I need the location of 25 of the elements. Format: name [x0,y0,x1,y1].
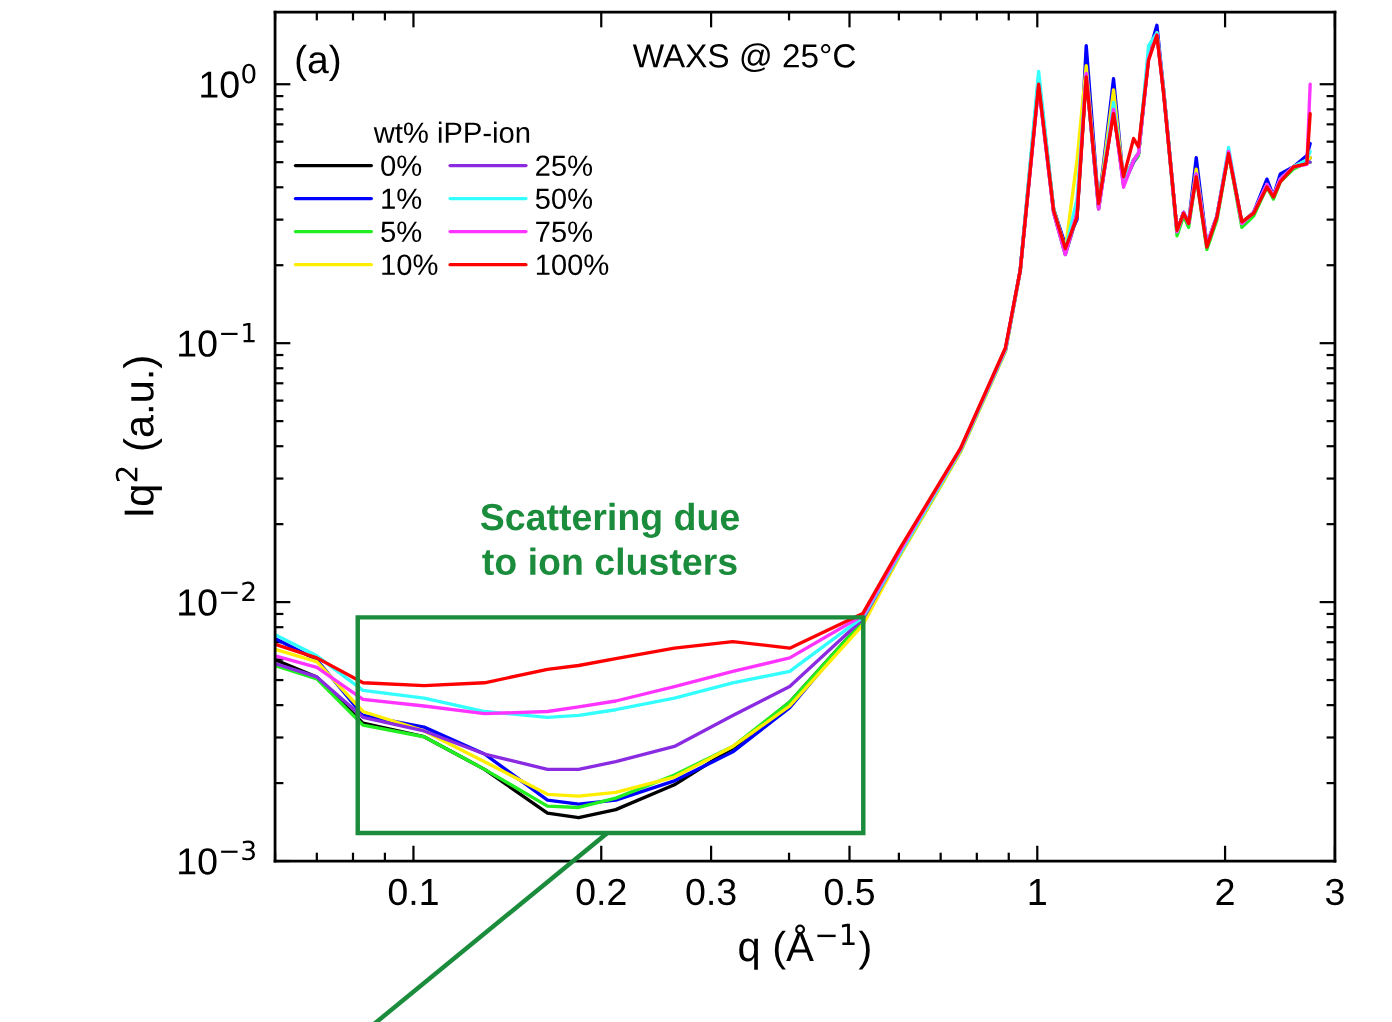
x-tick-label: 1 [1029,879,1046,905]
y-tick-label: 10$^{−3}$ [179,840,255,875]
annotation: (a) [296,44,340,82]
legend-label: 1% [382,188,422,209]
y-tick-label: 10$^{0}$ [201,63,256,98]
legend-label: 75% [536,221,593,243]
legend-title: wt% iPP-ion [373,121,530,144]
x-tick-label: 0.5 [824,878,874,906]
legend-label: 100% [536,254,609,276]
y-tick-label: 10$^{−2}$ [179,581,255,616]
legend-label: 50% [535,188,593,210]
x-axis-title: q (Å$^{−1}$) [739,923,870,970]
annotation: Scattering due to ion clusters [480,502,739,576]
legend-label: 25% [536,155,593,177]
x-tick-label: 3 [1325,878,1344,906]
y-tick-label: 10$^{−1}$ [179,323,255,357]
text: WAXS @ 25°C [632,43,856,72]
legend-label: 10% [382,254,438,276]
legend-label: 5% [381,221,422,243]
x-tick-label: 0.3 [686,878,736,906]
legend-label: 0% [381,155,422,177]
x-tick-label: 2 [1216,878,1234,905]
y-axis-title: Iq$^{2}$ (a.u.) [115,357,162,515]
x-tick-label: 0.2 [576,878,626,906]
x-tick-label: 0.1 [388,878,438,906]
